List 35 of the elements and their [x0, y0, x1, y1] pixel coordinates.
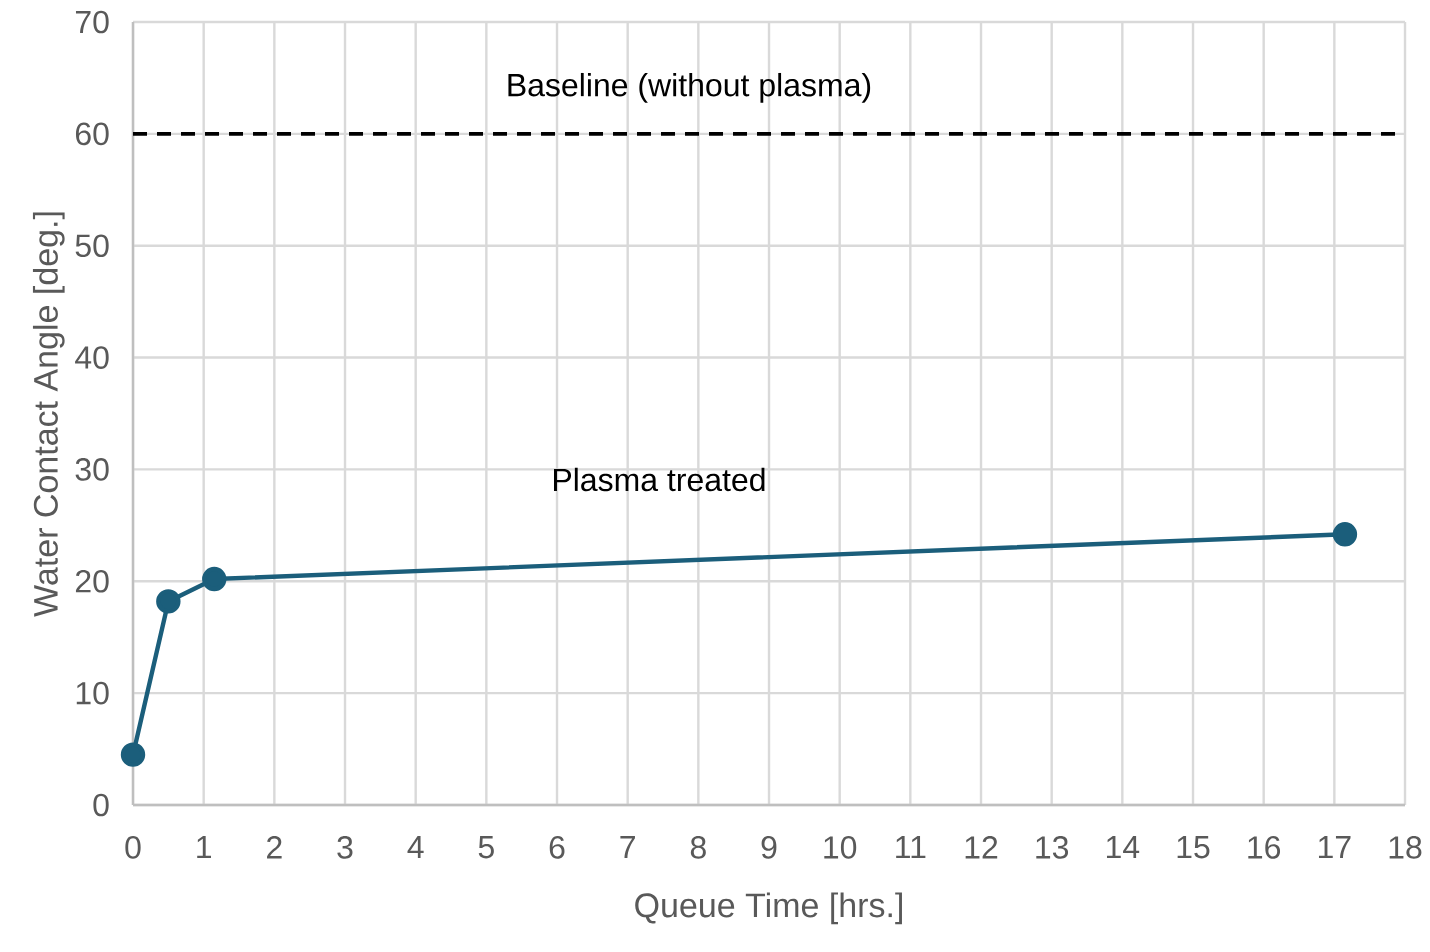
point — [156, 589, 181, 614]
x-tick-label: 1 — [197, 836, 211, 859]
x-tick-label: 14 — [1106, 836, 1140, 859]
x-tick-label: 17 — [1318, 836, 1351, 859]
ref-line-label: Baseline (without plasma) — [508, 72, 871, 103]
x-tick-label: 0 — [125, 836, 141, 859]
x-tick-label: 9 — [761, 836, 777, 859]
x-tick-label: 15 — [1177, 836, 1210, 859]
x-tick-label: 16 — [1248, 836, 1281, 859]
point — [120, 742, 146, 767]
y-tick-label: 70 — [75, 10, 109, 34]
y-tick-label: 20 — [75, 569, 109, 593]
x-tick-label: 18 — [1389, 836, 1422, 859]
y-tick-label: 30 — [75, 458, 109, 481]
y-tick-label: 10 — [76, 681, 109, 705]
point — [1332, 522, 1358, 547]
x-tick-label: 11 — [896, 836, 926, 859]
y-tick-label: 60 — [75, 122, 109, 146]
x-tick-label: 13 — [1036, 836, 1069, 859]
annotation: Plasma treated — [554, 467, 765, 492]
y-tick-label: 50 — [75, 234, 109, 258]
x-tick-label: 6 — [549, 836, 565, 859]
y-axis-title: Water Contact Angle [deg.] — [32, 212, 65, 617]
y-tick-label: 0 — [93, 793, 109, 817]
x-tick-label: 12 — [965, 836, 998, 859]
x-tick-label: 5 — [478, 836, 494, 859]
x-tick-label: 7 — [620, 836, 635, 859]
x-tick-label: 8 — [690, 836, 706, 859]
x-tick-label: 10 — [824, 836, 857, 859]
y-tick-label: 40 — [75, 346, 109, 369]
x-tick-label: 2 — [267, 836, 282, 859]
x-tick-label: 3 — [337, 836, 353, 859]
x-axis-title: Queue Time [hrs.] — [635, 892, 902, 925]
x-tick-label: 4 — [407, 836, 424, 859]
point — [202, 566, 227, 592]
